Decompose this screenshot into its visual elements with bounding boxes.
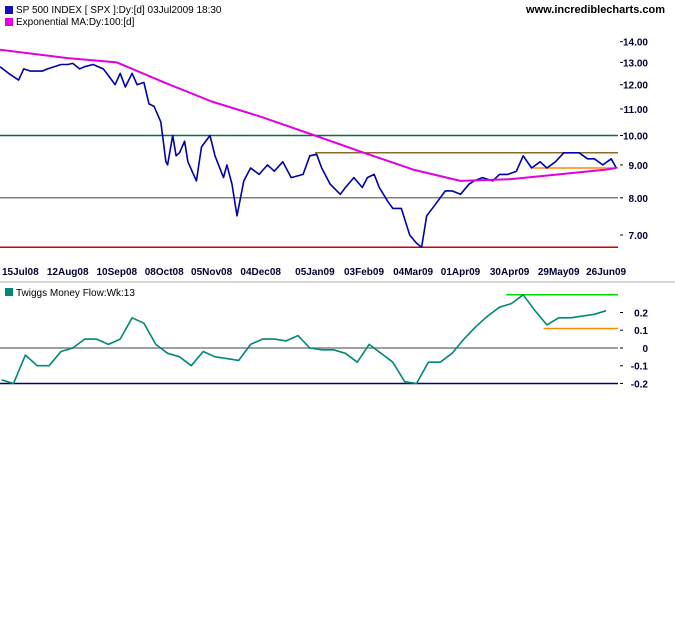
price-y-tick-label: 11.00 (624, 105, 649, 116)
price-x-tick-label: 30Apr09 (490, 267, 530, 278)
price-series-line-1 (0, 48, 617, 182)
price-x-tick-label: 04Dec08 (240, 267, 281, 278)
tmf-y-tick-label: 0 (642, 344, 648, 355)
price-x-tick-label: 05Nov08 (191, 267, 233, 278)
ema-legend-swatch (5, 18, 13, 26)
tmf-y-tick-label: 0.2 (634, 309, 648, 320)
price-y-tick-label: 7.00 (629, 231, 649, 242)
price-chart-title: SP 500 INDEX [ SPX ]:Dy:[d] 03Jul2009 18… (16, 5, 222, 16)
price-legend-swatch (5, 6, 13, 14)
price-y-tick-label: 9.00 (629, 161, 649, 172)
site-watermark: www.incrediblecharts.com (525, 4, 665, 16)
tmf-y-tick-label: -0.1 (631, 362, 649, 373)
price-series-line-0 (0, 62, 617, 248)
price-y-tick-label: 10.00 (623, 132, 648, 143)
price-x-tick-label: 05Jan09 (295, 267, 335, 278)
price-y-tick-label: 12.00 (623, 81, 648, 92)
price-x-tick-label: 12Aug08 (47, 267, 89, 278)
price-panel: SP 500 INDEX [ SPX ]:Dy:[d] 03Jul2009 18… (0, 4, 665, 278)
price-x-tick-label: 15Jul08 (2, 267, 39, 278)
price-x-tick-label: 26Jun09 (586, 267, 626, 278)
price-y-tick-label: 8.00 (629, 194, 649, 205)
money-flow-panel: Twiggs Money Flow:Wk:13 0.2 0.1 0 -0.1 -0.2 (0, 288, 648, 391)
price-x-tick-label: 04Mar09 (393, 267, 433, 278)
price-x-tick-label: 10Sep08 (97, 267, 138, 278)
tmf-y-tick-label: 0.1 (634, 326, 648, 337)
price-y-tick-label: 14.00 (623, 38, 648, 49)
price-x-tick-label: 29May09 (538, 267, 580, 278)
price-y-tick-label: 13.00 (623, 58, 648, 69)
tmf-legend-swatch (5, 288, 13, 296)
price-x-tick-label: 03Feb09 (344, 267, 384, 278)
price-x-tick-label: 08Oct08 (145, 267, 184, 278)
ema-legend-label: Exponential MA:Dy:100:[d] (16, 17, 135, 28)
tmf-y-tick-label: -0.2 (631, 380, 649, 391)
tmf-series-line-0 (1, 293, 607, 385)
price-x-tick-label: 01Apr09 (441, 267, 481, 278)
tmf-chart-title: Twiggs Money Flow:Wk:13 (16, 288, 135, 299)
